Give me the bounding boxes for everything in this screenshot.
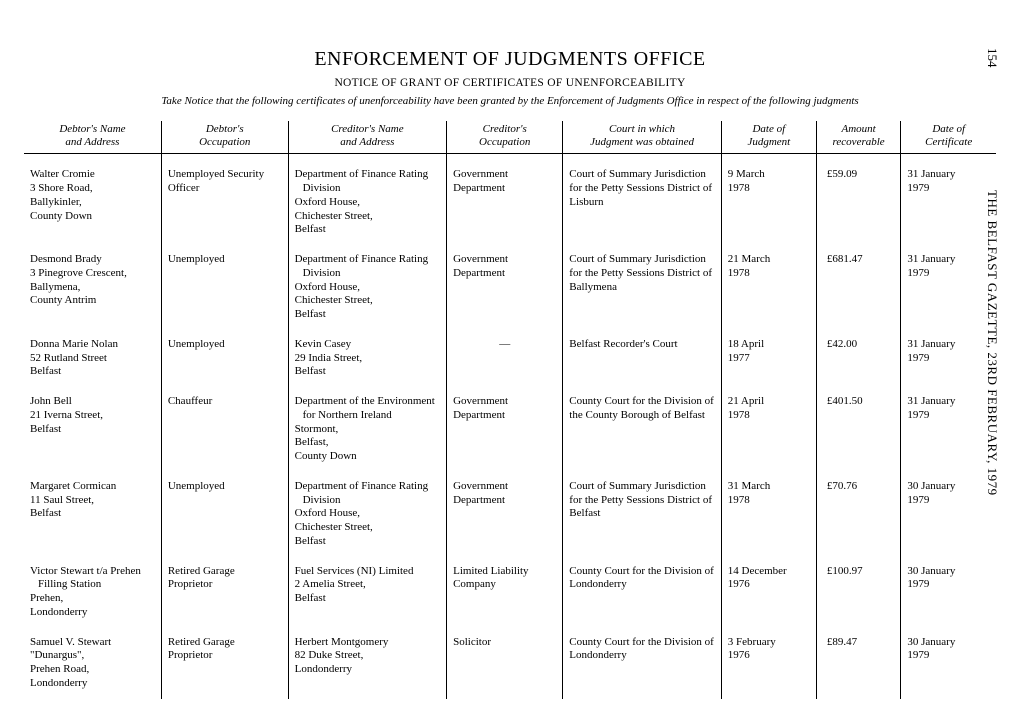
cell-date-cert: 30 January1979 xyxy=(901,628,996,699)
table-row: Samuel V. Stewart"Dunargus",Prehen Road,… xyxy=(24,628,996,699)
col-creditor: Creditor's Nameand Address xyxy=(288,121,446,154)
table-row: Victor Stewart t/a Prehen Filling Statio… xyxy=(24,557,996,628)
cell-creditor-occ: Government Department xyxy=(447,154,563,245)
cell-debtor-occ: Retired Garage Proprietor xyxy=(161,628,288,699)
col-debtor: Debtor's Nameand Address xyxy=(24,121,161,154)
cell-debtor-occ: Retired Garage Proprietor xyxy=(161,557,288,628)
cell-creditor: Kevin Casey29 India Street,Belfast xyxy=(288,330,446,387)
cell-date-judgment: 21 April1978 xyxy=(721,387,816,472)
cell-creditor: Department of Finance Rating DivisionOxf… xyxy=(288,472,446,557)
cell-amount: £401.50 xyxy=(816,387,901,472)
table-row: Margaret Cormican11 Saul Street,BelfastU… xyxy=(24,472,996,557)
cell-court: Court of Summary Jurisdiction for the Pe… xyxy=(563,245,721,330)
cell-date-judgment: 18 April1977 xyxy=(721,330,816,387)
col-date-judgment: Date ofJudgment xyxy=(721,121,816,154)
judgments-table: Debtor's Nameand Address Debtor'sOccupat… xyxy=(24,121,996,699)
cell-debtor: Walter Cromie3 Shore Road,Ballykinler,Co… xyxy=(24,154,161,245)
cell-court: County Court for the Division of Londond… xyxy=(563,557,721,628)
cell-amount: £89.47 xyxy=(816,628,901,699)
cell-creditor-occ: Government Department xyxy=(447,245,563,330)
cell-court: Court of Summary Jurisdiction for the Pe… xyxy=(563,472,721,557)
cell-debtor: Margaret Cormican11 Saul Street,Belfast xyxy=(24,472,161,557)
cell-creditor-occ: Limited Liability Company xyxy=(447,557,563,628)
cell-date-cert: 31 January1979 xyxy=(901,330,996,387)
cell-debtor-occ: Unemployed xyxy=(161,245,288,330)
cell-date-cert: 30 January1979 xyxy=(901,557,996,628)
col-date-cert: Date ofCertificate xyxy=(901,121,996,154)
cell-debtor-occ: Chauffeur xyxy=(161,387,288,472)
cell-debtor-occ: Unemployed xyxy=(161,330,288,387)
cell-debtor: Victor Stewart t/a Prehen Filling Statio… xyxy=(24,557,161,628)
cell-date-cert: 31 January1979 xyxy=(901,154,996,245)
cell-amount: £59.09 xyxy=(816,154,901,245)
document-page: 154 THE BELFAST GAZETTE, 23RD FEBRUARY, … xyxy=(0,0,1020,710)
cell-debtor: John Bell21 Iverna Street,Belfast xyxy=(24,387,161,472)
cell-creditor-occ: Government Department xyxy=(447,387,563,472)
cell-date-judgment: 31 March1978 xyxy=(721,472,816,557)
table-body: Walter Cromie3 Shore Road,Ballykinler,Co… xyxy=(24,154,996,699)
cell-date-cert: 31 January1979 xyxy=(901,245,996,330)
side-caption: THE BELFAST GAZETTE, 23RD FEBRUARY, 1979 xyxy=(984,190,1000,496)
cell-court: Belfast Recorder's Court xyxy=(563,330,721,387)
cell-creditor-occ: Solicitor xyxy=(447,628,563,699)
col-court: Court in whichJudgment was obtained xyxy=(563,121,721,154)
cell-court: County Court for the Division of Londond… xyxy=(563,628,721,699)
col-debtor-occ: Debtor'sOccupation xyxy=(161,121,288,154)
cell-creditor: Herbert Montgomery82 Duke Street,Londond… xyxy=(288,628,446,699)
cell-date-judgment: 9 March1978 xyxy=(721,154,816,245)
cell-debtor: Samuel V. Stewart"Dunargus",Prehen Road,… xyxy=(24,628,161,699)
table-row: Walter Cromie3 Shore Road,Ballykinler,Co… xyxy=(24,154,996,245)
table-row: Desmond Brady3 Pinegrove Crescent,Ballym… xyxy=(24,245,996,330)
col-amount: Amountrecoverable xyxy=(816,121,901,154)
cell-date-judgment: 3 February1976 xyxy=(721,628,816,699)
page-title: ENFORCEMENT OF JUDGMENTS OFFICE xyxy=(24,48,996,71)
intro-text: Take Notice that the following certifica… xyxy=(24,95,996,107)
cell-amount: £70.76 xyxy=(816,472,901,557)
cell-date-cert: 31 January1979 xyxy=(901,387,996,472)
cell-date-judgment: 14 December1976 xyxy=(721,557,816,628)
table-row: John Bell21 Iverna Street,BelfastChauffe… xyxy=(24,387,996,472)
cell-court: County Court for the Division of the Cou… xyxy=(563,387,721,472)
cell-creditor: Fuel Services (NI) Limited2 Amelia Stree… xyxy=(288,557,446,628)
cell-debtor-occ: Unemployed Security Officer xyxy=(161,154,288,245)
cell-creditor: Department of the Environment for Northe… xyxy=(288,387,446,472)
cell-date-cert: 30 January1979 xyxy=(901,472,996,557)
table-header-row: Debtor's Nameand Address Debtor'sOccupat… xyxy=(24,121,996,154)
table-row: Donna Marie Nolan52 Rutland StreetBelfas… xyxy=(24,330,996,387)
cell-creditor-occ: — xyxy=(447,330,563,387)
cell-amount: £42.00 xyxy=(816,330,901,387)
cell-debtor: Desmond Brady3 Pinegrove Crescent,Ballym… xyxy=(24,245,161,330)
cell-amount: £681.47 xyxy=(816,245,901,330)
cell-creditor: Department of Finance Rating DivisionOxf… xyxy=(288,245,446,330)
cell-court: Court of Summary Jurisdiction for the Pe… xyxy=(563,154,721,245)
cell-creditor-occ: Government Department xyxy=(447,472,563,557)
cell-creditor: Department of Finance Rating DivisionOxf… xyxy=(288,154,446,245)
page-number: 154 xyxy=(984,48,1000,68)
cell-amount: £100.97 xyxy=(816,557,901,628)
cell-date-judgment: 21 March1978 xyxy=(721,245,816,330)
cell-debtor: Donna Marie Nolan52 Rutland StreetBelfas… xyxy=(24,330,161,387)
col-creditor-occ: Creditor'sOccupation xyxy=(447,121,563,154)
page-subtitle: NOTICE OF GRANT OF CERTIFICATES OF UNENF… xyxy=(24,77,996,89)
cell-debtor-occ: Unemployed xyxy=(161,472,288,557)
